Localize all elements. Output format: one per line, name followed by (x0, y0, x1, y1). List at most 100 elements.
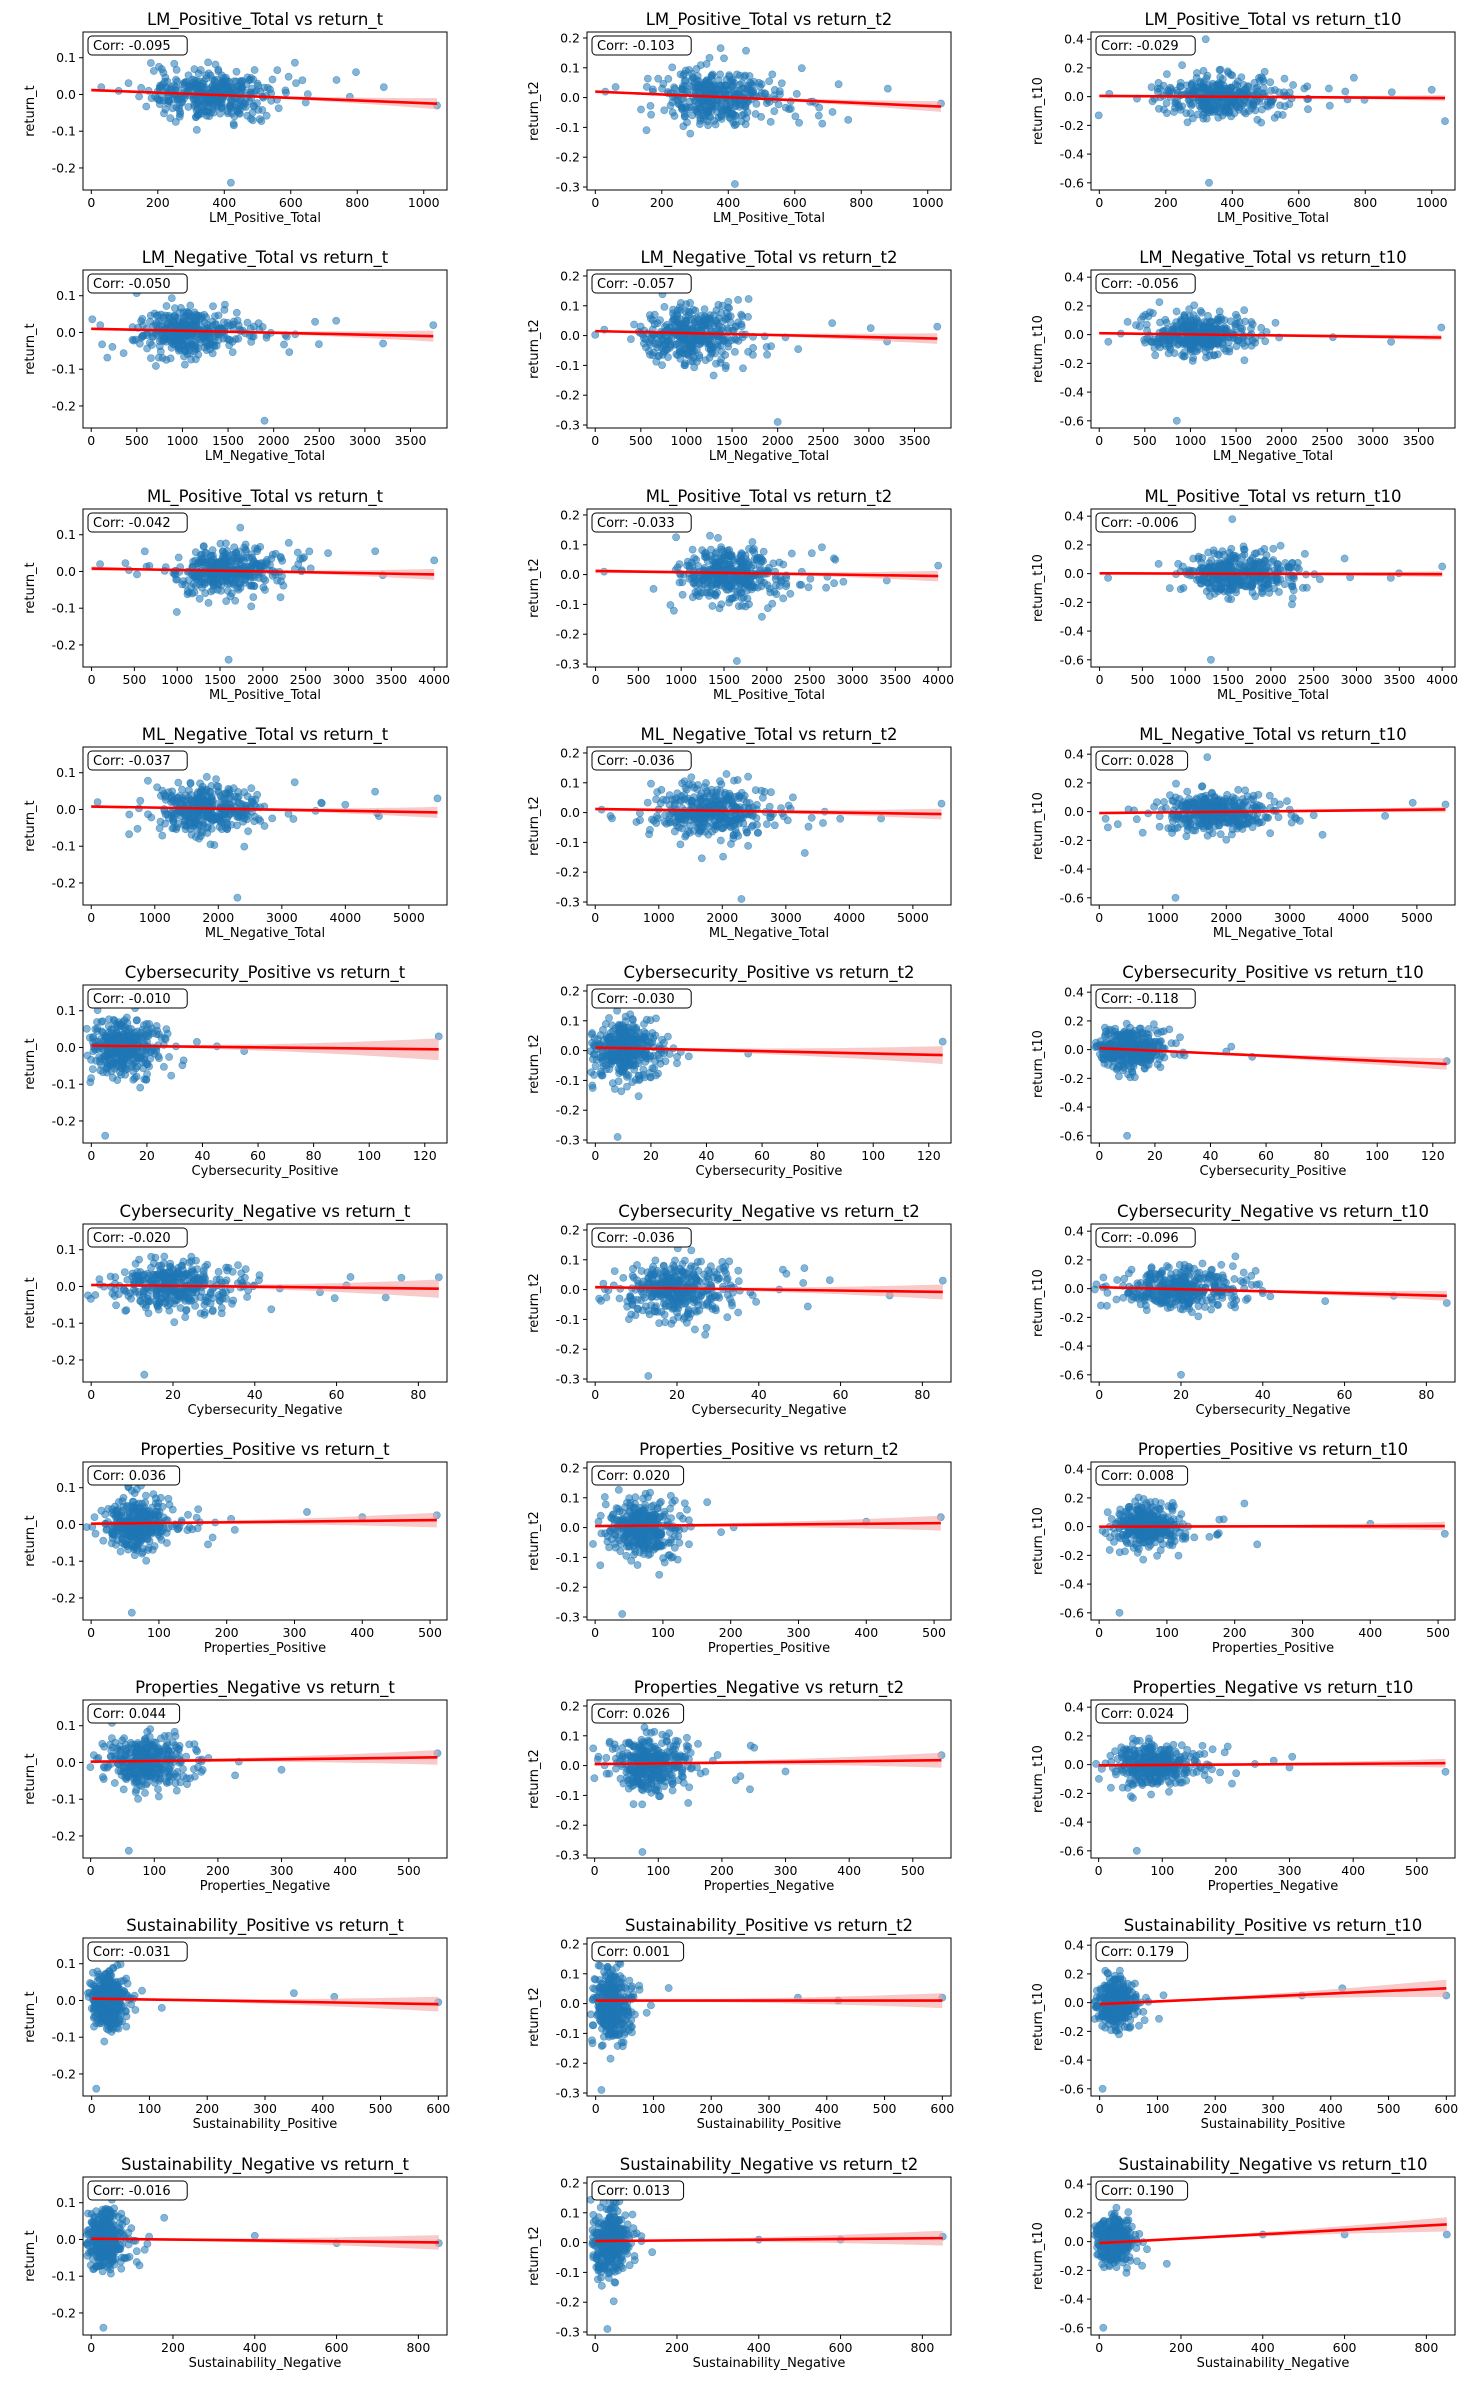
data-point (195, 594, 204, 603)
x-tick-label: 3500 (1383, 672, 1415, 687)
data-point (739, 593, 748, 602)
data-point (156, 817, 165, 826)
data-point (708, 71, 716, 80)
data-point (1269, 556, 1278, 564)
y-tick-label: 0.2 (560, 507, 580, 522)
data-point (1204, 311, 1212, 320)
x-tick-label: 3000 (266, 910, 298, 925)
data-point (740, 561, 748, 570)
data-point (179, 821, 188, 829)
data-point (1260, 545, 1269, 553)
data-point (253, 790, 262, 799)
y-tick-label: -0.1 (52, 601, 76, 616)
data-point (1287, 818, 1296, 827)
data-point (247, 74, 256, 82)
y-tick-label: -0.6 (1060, 413, 1084, 428)
data-point (229, 578, 238, 587)
data-point (241, 103, 250, 111)
data-point (143, 776, 152, 785)
data-point (722, 109, 731, 117)
x-tick-label: 1000 (167, 433, 199, 448)
data-point (332, 316, 341, 325)
data-point (1210, 796, 1219, 805)
data-point (172, 75, 180, 84)
data-point (284, 72, 293, 81)
data-point (208, 546, 217, 555)
data-point (694, 315, 703, 324)
x-tick-label: 2500 (1298, 672, 1330, 687)
data-point (155, 337, 164, 345)
data-point (711, 574, 720, 582)
scatter-points (88, 289, 438, 425)
y-tick-label: -0.2 (1060, 595, 1084, 610)
data-point (220, 300, 229, 309)
data-point (757, 786, 766, 795)
data-point (1243, 817, 1252, 826)
data-point (770, 86, 779, 94)
data-point (1179, 352, 1188, 361)
data-point (819, 819, 827, 827)
data-point (253, 79, 262, 88)
data-point (324, 549, 332, 557)
data-point (204, 574, 212, 583)
data-point (764, 604, 772, 612)
data-point (1217, 812, 1226, 820)
data-point (815, 103, 824, 112)
data-point (730, 121, 739, 130)
data-point (646, 826, 654, 834)
data-point (146, 354, 155, 362)
data-point (1261, 557, 1270, 566)
data-point (731, 593, 739, 602)
data-point (88, 315, 97, 324)
data-point (1228, 830, 1236, 839)
x-tick-label: 3000 (1341, 672, 1373, 687)
y-tick-label: -0.2 (52, 398, 76, 413)
x-axis-label: LM_Negative_Total (709, 449, 829, 464)
data-point (744, 842, 752, 850)
data-point (1218, 797, 1227, 806)
data-point (199, 542, 208, 550)
x-tick-label: 0 (1096, 672, 1104, 687)
data-point (836, 814, 845, 823)
data-point (186, 779, 195, 788)
x-tick-label: 1000 (671, 433, 703, 448)
scatter-points (597, 770, 946, 903)
data-point (1216, 830, 1225, 839)
data-point (751, 110, 760, 118)
data-point (686, 298, 694, 307)
y-axis-label: return_t (23, 800, 38, 851)
data-point (1288, 579, 1296, 588)
data-point (171, 118, 180, 126)
y-axis-label: return_t10 (1031, 315, 1046, 383)
data-point (766, 118, 775, 126)
data-point (737, 117, 746, 126)
data-point (193, 111, 202, 119)
data-point (782, 574, 790, 582)
y-tick-label: -0.3 (556, 657, 580, 672)
y-tick-label: 0.1 (560, 537, 580, 552)
y-tick-label: 0.0 (56, 802, 76, 817)
x-tick-label: 1000 (1416, 195, 1448, 210)
y-tick-label: -0.2 (52, 160, 76, 175)
x-tick-label: 1000 (643, 910, 675, 925)
data-point (207, 558, 216, 567)
data-point (196, 779, 204, 788)
data-point (1258, 105, 1266, 114)
data-point (1225, 347, 1234, 356)
data-point (729, 822, 738, 830)
data-point (1271, 318, 1280, 327)
x-tick-label: 3500 (375, 672, 407, 687)
data-point (258, 323, 267, 331)
data-point (731, 347, 739, 356)
data-point (1104, 574, 1112, 582)
y-tick-label: 0.2 (560, 268, 580, 283)
data-point (1113, 820, 1122, 829)
data-point (430, 556, 439, 565)
data-point (748, 538, 757, 546)
data-point (303, 90, 312, 99)
data-point (732, 112, 740, 120)
data-point (684, 345, 693, 353)
x-tick-label: 200 (650, 195, 674, 210)
